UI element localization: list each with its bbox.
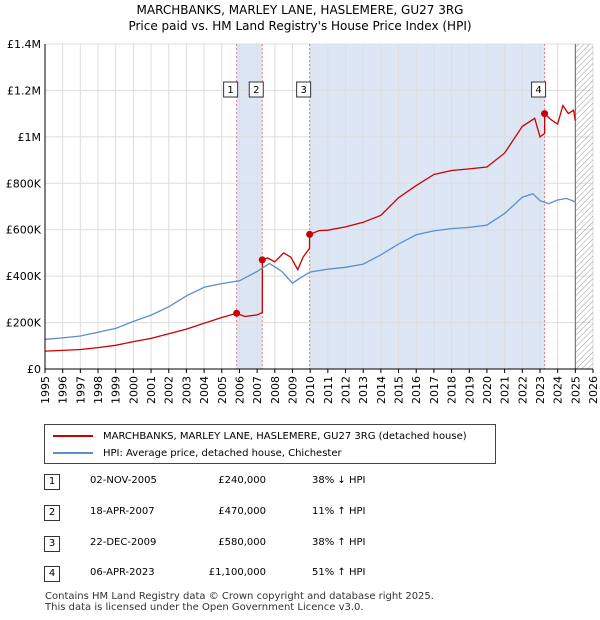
legend-item-property: MARCHBANKS, MARLEY LANE, HASLEMERE, GU27…	[53, 428, 467, 444]
footer-licence: This data is licensed under the Open Gov…	[45, 602, 364, 613]
forecast-hatch	[575, 44, 593, 369]
sale-marker-box	[296, 81, 312, 98]
sale-point	[258, 256, 266, 264]
x-tick-label: 2024	[552, 376, 565, 404]
x-tick-label: 2016	[410, 376, 423, 404]
x-tick-label: 2000	[127, 376, 140, 404]
x-tick-label: 1995	[39, 376, 52, 404]
x-tick-label: 2022	[516, 376, 529, 404]
transaction-hpi: 38% ↓ HPI	[312, 475, 366, 486]
sale-marker-box	[223, 81, 239, 98]
x-tick-label: 2020	[481, 376, 494, 404]
x-tick-label: 1999	[110, 376, 123, 404]
sale-point	[233, 309, 241, 317]
y-tick-label: £400K	[6, 270, 42, 283]
x-tick-label: 2014	[375, 376, 388, 404]
sale-marker-label: 2	[253, 85, 259, 96]
price-chart: 1 2 3 4 £0 £200K £400K £600K £800K £1M £1.2M £1.4M…	[6, 38, 600, 404]
x-tick-label: 2002	[163, 376, 176, 404]
transaction-price: £470,000	[218, 506, 266, 517]
transaction-row: 2 18-APR-2007 £470,000 11% ↑ HPI	[44, 504, 444, 524]
transaction-date: 18-APR-2007	[90, 506, 155, 517]
x-tick-label: 2021	[499, 376, 512, 404]
sale-marker-label: 4	[535, 85, 541, 96]
legend-label-property: MARCHBANKS, MARLEY LANE, HASLEMERE, GU27…	[103, 430, 467, 442]
legend-label-hpi: HPI: Average price, detached house, Chic…	[103, 447, 342, 459]
transaction-number: 2	[44, 505, 60, 521]
chart-title: MARCHBANKS, MARLEY LANE, HASLEMERE, GU27…	[136, 3, 464, 17]
x-tick-label: 2015	[393, 376, 406, 404]
transaction-row: 3 22-DEC-2009 £580,000 38% ↑ HPI	[44, 535, 444, 555]
x-tick-label: 2019	[463, 376, 476, 404]
x-tick-label: 2009	[286, 376, 299, 404]
transaction-date: 06-APR-2023	[90, 567, 155, 578]
x-tick-label: 1998	[92, 376, 105, 404]
x-tick-label: 2018	[446, 376, 459, 404]
x-tick-label: 1997	[74, 376, 87, 404]
x-tick-label: 2003	[180, 376, 193, 404]
hpi-line	[44, 192, 576, 340]
legend-swatch-hpi	[53, 452, 93, 454]
transaction-number: 1	[44, 474, 60, 490]
y-tick-label: £1M	[18, 131, 42, 144]
x-tick-label: 2017	[428, 376, 441, 404]
transaction-hpi: 51% ↑ HPI	[312, 567, 366, 578]
y-tick-label: £600K	[6, 224, 42, 237]
transaction-hpi: 38% ↑ HPI	[312, 537, 366, 548]
y-tick-label: £200K	[6, 317, 42, 330]
transaction-hpi: 11% ↑ HPI	[312, 506, 366, 517]
y-tick-label: £1.2M	[7, 84, 41, 97]
y-tick-label: £0	[27, 363, 41, 376]
x-tick-label: 2007	[251, 376, 264, 404]
x-tick-label: 2005	[216, 376, 229, 404]
footer-copyright: Contains HM Land Registry data © Crown c…	[45, 591, 434, 602]
x-tick-label: 2023	[534, 376, 547, 404]
transaction-date: 02-NOV-2005	[90, 475, 157, 486]
transaction-price: £240,000	[218, 475, 266, 486]
x-tick-label: 2004	[198, 376, 211, 404]
transaction-price: £1,100,000	[208, 567, 266, 578]
transaction-number: 4	[44, 566, 60, 582]
x-tick-label: 1996	[57, 376, 70, 404]
footer: Contains HM Land Registry data © Crown c…	[45, 591, 434, 613]
transaction-number: 3	[44, 536, 60, 552]
x-tick-label: 2006	[233, 376, 246, 404]
sale-marker-box	[531, 81, 547, 98]
y-tick-label: £1.4M	[7, 38, 41, 51]
x-tick-label: 2012	[340, 376, 353, 404]
x-tick-label: 2013	[357, 376, 370, 404]
transaction-row: 4 06-APR-2023 £1,100,000 51% ↑ HPI	[44, 565, 444, 585]
sale-marker-label: 3	[300, 85, 306, 96]
sale-point	[541, 110, 549, 118]
x-tick-label: 2011	[322, 376, 335, 404]
legend-swatch-property	[53, 435, 93, 437]
transaction-row: 1 02-NOV-2005 £240,000 38% ↓ HPI	[44, 473, 444, 493]
x-tick-label: 2025	[569, 376, 582, 404]
shaded-span	[309, 44, 545, 369]
sale-point	[306, 230, 314, 238]
legend: MARCHBANKS, MARLEY LANE, HASLEMERE, GU27…	[44, 424, 496, 464]
y-tick-label: £800K	[6, 177, 42, 190]
transaction-date: 22-DEC-2009	[90, 537, 157, 548]
legend-item-hpi: HPI: Average price, detached house, Chic…	[53, 445, 342, 461]
sale-marker-label: 1	[227, 85, 233, 96]
x-tick-label: 2001	[145, 376, 158, 404]
x-tick-label: 2008	[269, 376, 282, 404]
x-tick-label: 2010	[304, 376, 317, 404]
chart-subtitle: Price paid vs. HM Land Registry's House …	[128, 19, 472, 33]
x-tick-label: 2026	[587, 376, 600, 404]
transaction-price: £580,000	[218, 537, 266, 548]
sale-marker-box	[248, 81, 264, 98]
